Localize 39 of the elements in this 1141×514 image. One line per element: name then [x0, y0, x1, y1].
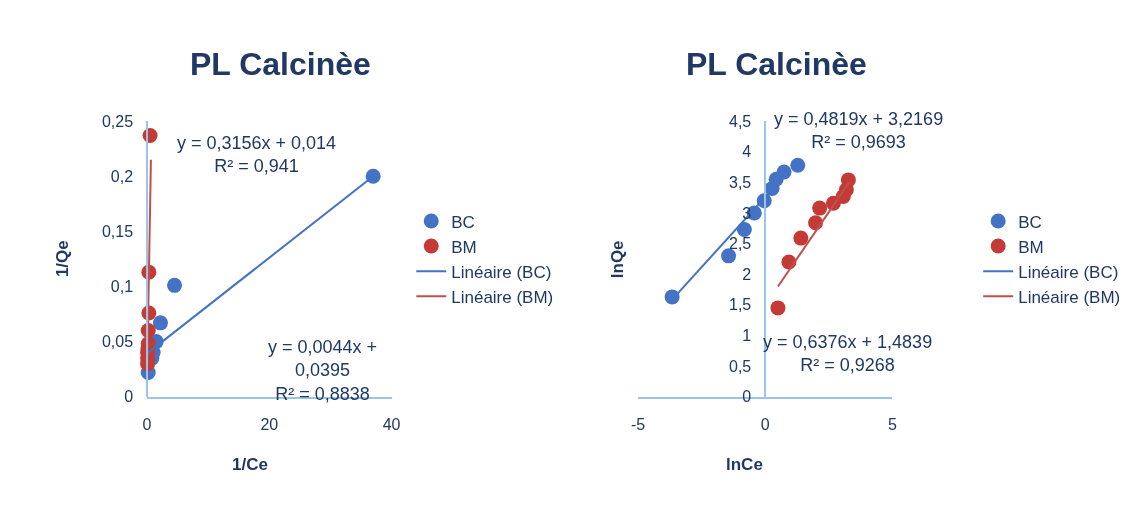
x-axis-title: lnCe	[726, 455, 763, 474]
y-tick-label: 4	[742, 143, 752, 161]
x-tick-label: -5	[630, 415, 646, 433]
chart-title: PL Calcinèe	[190, 46, 371, 82]
annotation: y = 0,6376x + 1,4839 R² = 0,9268	[763, 332, 933, 376]
annotation: y = 0,4819x + 3,2169 R² = 0,9693	[774, 109, 944, 153]
y-axis-title: 1/Qe	[53, 240, 73, 278]
y-tick-label: 4,5	[729, 112, 752, 130]
x-tick-label: 40	[382, 415, 401, 433]
y-tick-label: 3,5	[729, 173, 752, 191]
y-tick-label: 0,1	[110, 278, 134, 296]
y-tick-label: 0,25	[101, 112, 134, 130]
y-tick-label: 1	[742, 327, 752, 345]
y-tick-label: 0,5	[729, 357, 752, 375]
legend-label: BM	[451, 237, 477, 257]
legend-label: Linéaire (BM)	[451, 287, 554, 307]
y-tick-label: 0,2	[110, 167, 134, 185]
y-tick-label: 1,5	[729, 296, 752, 314]
legend-label: BC	[1018, 212, 1042, 232]
y-axis-title: lnQe	[608, 240, 628, 279]
legend-label: BC	[451, 212, 475, 232]
y-tick-label: 0,15	[101, 222, 134, 240]
y-tick-label: 0,05	[101, 333, 134, 351]
legend-label: BM	[1018, 237, 1044, 257]
x-tick-label: 0	[760, 415, 770, 433]
y-tick-label: 0	[742, 388, 752, 406]
y-tick-label: 2	[742, 265, 752, 283]
x-tick-label: 20	[260, 415, 279, 433]
legend-label: Linéaire (BM)	[1018, 287, 1121, 307]
legend-label: Linéaire (BC)	[1018, 262, 1119, 282]
annotation: y = 0,0044x + 0,0395 R² = 0,8838	[268, 337, 378, 404]
x-axis-title: 1/Ce	[232, 455, 268, 474]
legend-label: Linéaire (BC)	[451, 262, 552, 282]
x-tick-label: 5	[887, 415, 897, 433]
y-tick-label: 0	[124, 388, 134, 406]
chart-title: PL Calcinèe	[686, 46, 867, 82]
y-tick-label: 2,5	[729, 235, 752, 253]
annotation: y = 0,3156x + 0,014 R² = 0,941	[177, 133, 337, 177]
x-tick-label: 0	[142, 415, 152, 433]
